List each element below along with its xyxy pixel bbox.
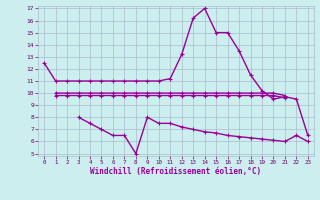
X-axis label: Windchill (Refroidissement éolien,°C): Windchill (Refroidissement éolien,°C) [91,167,261,176]
